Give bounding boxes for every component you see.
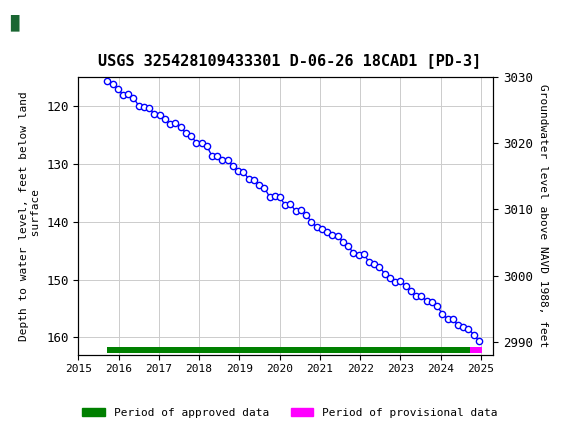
Text: USGS: USGS xyxy=(46,14,90,31)
Text: █: █ xyxy=(10,14,18,31)
Bar xyxy=(7,6,42,40)
Legend: Period of approved data, Period of provisional data: Period of approved data, Period of provi… xyxy=(78,403,502,422)
Bar xyxy=(470,347,482,353)
Text: USGS 325428109433301 D-06-26 18CAD1 [PD-3]: USGS 325428109433301 D-06-26 18CAD1 [PD-… xyxy=(99,54,481,68)
Bar xyxy=(107,347,470,353)
Y-axis label: Depth to water level, feet below land
 surface: Depth to water level, feet below land su… xyxy=(19,91,41,341)
Y-axis label: Groundwater level above NAVD 1988, feet: Groundwater level above NAVD 1988, feet xyxy=(538,84,548,348)
